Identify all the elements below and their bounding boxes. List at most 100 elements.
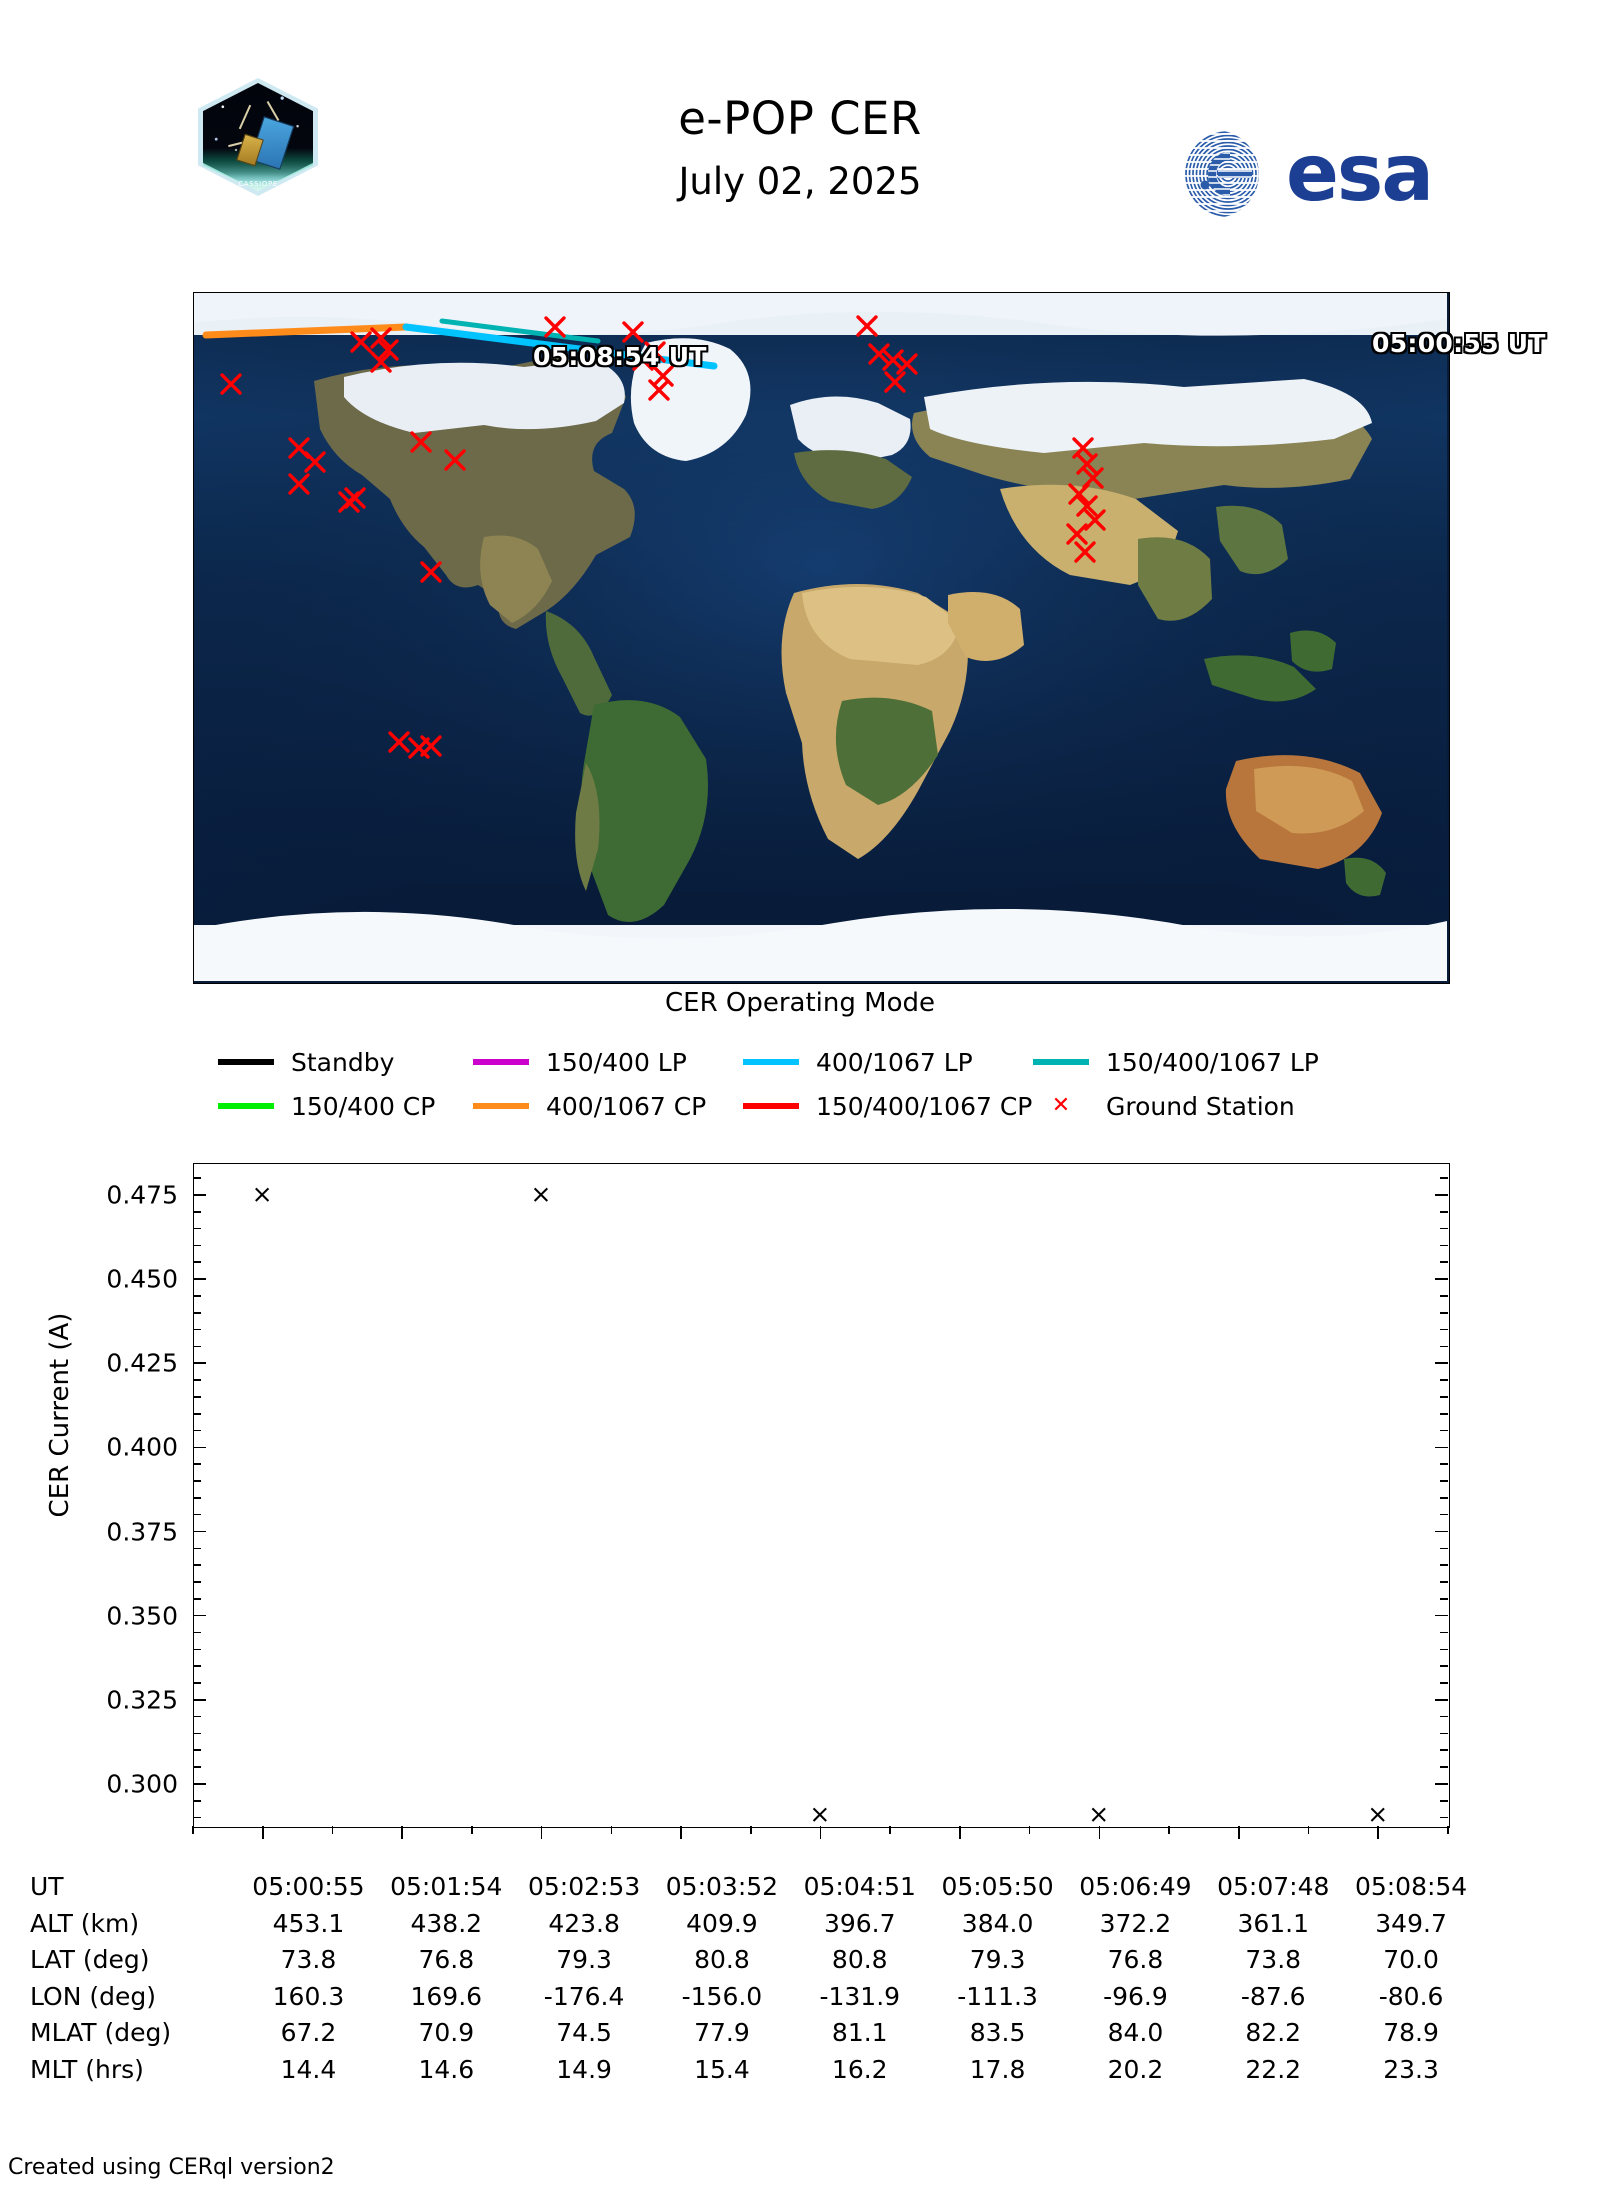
legend-swatch-150-400-1067-lp <box>1033 1059 1089 1065</box>
y-axis-minor-tick <box>193 1715 201 1718</box>
legend-item-400-1067-lp[interactable]: 400/1067 LP <box>743 1050 1033 1075</box>
table-cell: 05:02:53 <box>527 1872 641 1901</box>
table-cell: -96.9 <box>1103 1981 1168 2011</box>
operating-mode-legend: Standby 150/400 LP 400/1067 LP 150/400/1… <box>218 1040 1418 1128</box>
x-axis-minor-tick <box>331 1826 334 1834</box>
table-cell: 70.9 <box>418 2018 475 2047</box>
legend-label: Standby <box>291 1047 395 1077</box>
y-axis-minor-tick <box>193 1295 201 1297</box>
y-axis-minor-tick <box>1440 1698 1448 1701</box>
y-axis-minor-tick <box>193 1614 201 1617</box>
y-axis-minor-tick <box>1440 1244 1448 1247</box>
legend-label: 150/400 LP <box>546 1047 687 1077</box>
legend-label: Ground Station <box>1106 1091 1295 1121</box>
table-cell: 78.9 <box>1383 2018 1439 2047</box>
legend-item-150-400-cp[interactable]: 150/400 CP <box>218 1094 473 1119</box>
y-axis-minor-tick <box>193 1732 201 1735</box>
y-axis-minor-tick <box>193 1783 201 1785</box>
y-axis-minor-tick <box>1440 1328 1448 1331</box>
y-axis-minor-tick <box>1440 1396 1448 1398</box>
y-axis-minor-tick <box>1440 1564 1448 1566</box>
legend-item-150-400-1067-lp[interactable]: 150/400/1067 LP <box>1033 1050 1319 1075</box>
table-row: LON (deg) 160.3 169.6 -176.4 -156.0 -131.9 -11… <box>30 1982 1480 2019</box>
y-axis-minor-tick <box>193 1581 201 1583</box>
legend-label: 150/400 CP <box>291 1091 436 1121</box>
y-axis-minor-tick <box>1440 1295 1448 1297</box>
table-cell: 05:05:50 <box>941 1872 1054 1901</box>
y-axis-minor-tick <box>1440 1463 1448 1465</box>
table-cell: 80.8 <box>831 1945 888 1974</box>
table-cell: 396.7 <box>823 1908 896 1938</box>
x-axis-minor-tick <box>1168 1826 1170 1834</box>
data-point-marker: × <box>1088 1799 1110 1829</box>
y-axis-minor-tick <box>1440 1345 1448 1348</box>
table-cell: 05:03:52 <box>665 1872 779 1901</box>
cer-current-plot[interactable]: × × × × × <box>193 1163 1450 1828</box>
table-cell: -80.6 <box>1378 1981 1444 2011</box>
page-title: e-POP CER <box>678 92 922 145</box>
y-axis-minor-tick <box>193 1311 201 1314</box>
data-point-marker: × <box>809 1799 831 1829</box>
x-axis-tick <box>680 1826 682 1839</box>
map-time-label-right: 05:00:55 UT <box>1371 328 1547 359</box>
table-cell: 384.0 <box>961 1908 1034 1938</box>
x-axis-tick <box>1238 1826 1240 1839</box>
cassiope-mission-logo: CASSIOPE <box>198 78 318 196</box>
y-tick-label: 0.450 <box>106 1264 178 1294</box>
table-cell: -111.3 <box>957 1981 1038 2011</box>
y-axis-minor-tick <box>1440 1227 1448 1230</box>
esa-wordmark: esa <box>1286 129 1434 219</box>
y-axis-minor-tick <box>1440 1210 1448 1213</box>
table-row-header: MLT (hrs) <box>30 2054 144 2084</box>
table-cell: 05:07:48 <box>1217 1872 1330 1901</box>
y-axis-minor-tick <box>193 1547 201 1550</box>
table-cell: 17.8 <box>969 2054 1026 2084</box>
x-axis-tick <box>1098 1826 1101 1839</box>
legend-swatch-150-400-lp <box>473 1059 529 1065</box>
y-axis-minor-tick <box>193 1682 201 1684</box>
y-axis-minor-tick <box>193 1345 201 1348</box>
y-axis-minor-tick <box>1440 1665 1448 1667</box>
x-axis-tick <box>959 1826 961 1839</box>
logo-caption: CASSIOPE <box>238 180 278 188</box>
table-cell: 84.0 <box>1107 2018 1164 2047</box>
y-axis-minor-tick <box>1440 1614 1448 1617</box>
page-date: July 02, 2025 <box>678 160 922 203</box>
legend-item-standby[interactable]: Standby <box>218 1050 473 1075</box>
table-row: ALT (km) 453.1 438.2 423.8 409.9 396.7 384.0 37… <box>30 1909 1480 1946</box>
world-map-image <box>194 293 1447 981</box>
y-axis-minor-tick <box>1440 1766 1448 1768</box>
y-tick-label: 0.400 <box>106 1432 178 1462</box>
x-axis-tick <box>819 1826 822 1839</box>
y-axis-minor-tick <box>1440 1429 1448 1432</box>
table-cell: 79.3 <box>969 1945 1026 1974</box>
y-axis-minor-tick <box>193 1412 201 1415</box>
table-cell: -156.0 <box>681 1981 763 2011</box>
table-row-header: LON (deg) <box>30 1981 156 2011</box>
y-axis-minor-tick <box>193 1766 201 1768</box>
legend-item-400-1067-cp[interactable]: 400/1067 CP <box>473 1094 743 1119</box>
orbit-parameters-table: UT 05:00:55 05:01:54 05:02:53 05:03:52 05:04:… <box>30 1872 1480 2091</box>
y-axis-minor-tick <box>193 1261 201 1264</box>
y-axis-minor-tick <box>193 1799 201 1802</box>
world-map-panel[interactable] <box>193 292 1450 984</box>
legend-item-150-400-lp[interactable]: 150/400 LP <box>473 1050 743 1075</box>
y-axis-minor-tick <box>193 1497 201 1499</box>
y-axis-minor-tick <box>193 1278 201 1280</box>
legend-title: CER Operating Mode <box>664 988 935 1018</box>
map-time-label-left: 05:08:54 UT <box>532 341 708 372</box>
table-cell: 67.2 <box>280 2018 337 2047</box>
legend-item-150-400-1067-cp[interactable]: 150/400/1067 CP <box>743 1094 1033 1119</box>
legend-item-ground-station[interactable]: ✕ Ground Station <box>1033 1094 1295 1119</box>
table-cell: 79.3 <box>556 1945 612 1974</box>
x-axis-minor-tick <box>749 1826 752 1834</box>
y-tick-label: 0.475 <box>106 1180 178 1210</box>
y-axis-minor-tick <box>193 1564 201 1566</box>
y-axis-minor-tick <box>1440 1682 1448 1684</box>
y-axis-minor-tick <box>193 1749 201 1752</box>
table-row-header: ALT (km) <box>30 1908 140 1938</box>
y-axis-minor-tick <box>193 1396 201 1398</box>
legend-swatch-400-1067-lp <box>743 1059 799 1065</box>
legend-label: 400/1067 CP <box>546 1091 707 1121</box>
legend-label: 150/400/1067 LP <box>1106 1047 1319 1077</box>
